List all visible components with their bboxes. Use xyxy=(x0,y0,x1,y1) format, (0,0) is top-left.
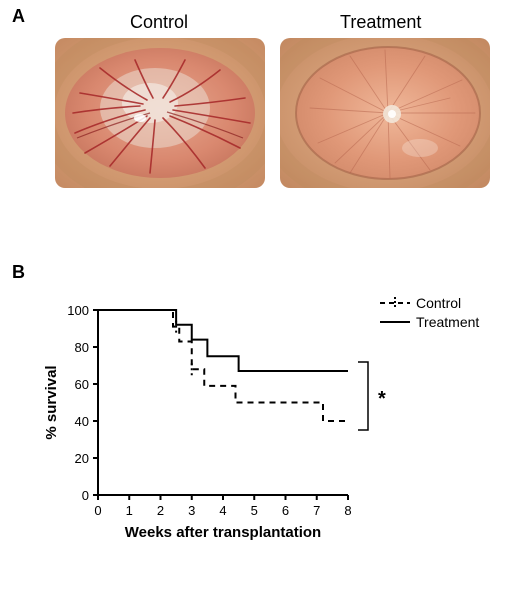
svg-text:100: 100 xyxy=(67,303,89,318)
legend-treatment-line xyxy=(380,315,410,329)
treatment-eye-image xyxy=(280,38,490,188)
svg-text:7: 7 xyxy=(313,503,320,518)
legend-treatment-label: Treatment xyxy=(416,314,479,330)
control-photo-label: Control xyxy=(130,12,188,33)
svg-text:2: 2 xyxy=(157,503,164,518)
svg-text:6: 6 xyxy=(282,503,289,518)
panel-label-b: B xyxy=(12,262,25,283)
svg-text:4: 4 xyxy=(219,503,226,518)
significance-star: * xyxy=(378,388,386,411)
svg-text:80: 80 xyxy=(75,340,89,355)
svg-text:Weeks after transplantation: Weeks after transplantation xyxy=(125,524,321,541)
legend-control-row: Control xyxy=(380,295,479,311)
treatment-photo-label: Treatment xyxy=(340,12,421,33)
svg-text:5: 5 xyxy=(251,503,258,518)
panel-label-a: A xyxy=(12,6,25,27)
svg-text:40: 40 xyxy=(75,414,89,429)
chart-legend: Control Treatment xyxy=(380,295,479,333)
legend-control-line xyxy=(380,296,410,310)
legend-control-label: Control xyxy=(416,295,461,311)
survival-chart: 0 20 40 60 80 100 0 1 2 3 4 5 6 7 8 Weeks after transpl… xyxy=(40,300,380,570)
control-eye-image xyxy=(55,38,265,188)
svg-text:3: 3 xyxy=(188,503,195,518)
svg-text:% survival: % survival xyxy=(43,365,60,439)
legend-treatment-row: Treatment xyxy=(380,314,479,330)
svg-text:8: 8 xyxy=(344,503,351,518)
svg-text:60: 60 xyxy=(75,377,89,392)
svg-text:1: 1 xyxy=(126,503,133,518)
svg-text:20: 20 xyxy=(75,451,89,466)
significance-bracket xyxy=(355,360,395,445)
svg-text:0: 0 xyxy=(94,503,101,518)
svg-text:0: 0 xyxy=(82,488,89,503)
